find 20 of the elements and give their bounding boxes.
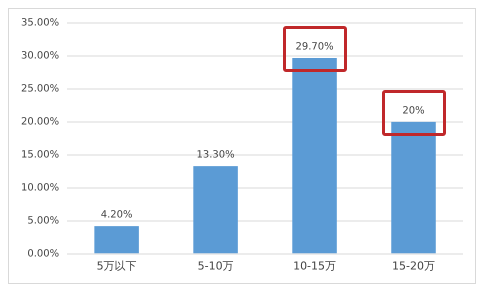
y-tick-label: 15.00% [20, 149, 60, 160]
data-label: 13.30% [196, 150, 235, 161]
y-tick-label: 5.00% [27, 215, 60, 226]
y-tick-label: 25.00% [20, 84, 60, 95]
y-tick-label: 0.00% [27, 248, 60, 260]
bar [193, 166, 238, 254]
x-tick-label: 5-10万 [198, 259, 234, 272]
y-tick-label: 20.00% [20, 116, 60, 128]
x-tick-label: 5万以下 [96, 259, 137, 272]
x-tick-label: 15-20万 [392, 259, 435, 272]
bar [94, 226, 139, 254]
y-tick-label: 35.00% [20, 18, 60, 29]
bar [391, 122, 436, 254]
y-tick-label: 10.00% [20, 182, 60, 194]
data-label: 4.20% [100, 210, 133, 221]
bar [292, 58, 337, 254]
x-tick-label: 10-15万 [293, 259, 336, 272]
y-tick-label: 30.00% [20, 50, 60, 62]
data-label: 20% [402, 106, 425, 117]
data-label: 29.70% [295, 42, 334, 53]
